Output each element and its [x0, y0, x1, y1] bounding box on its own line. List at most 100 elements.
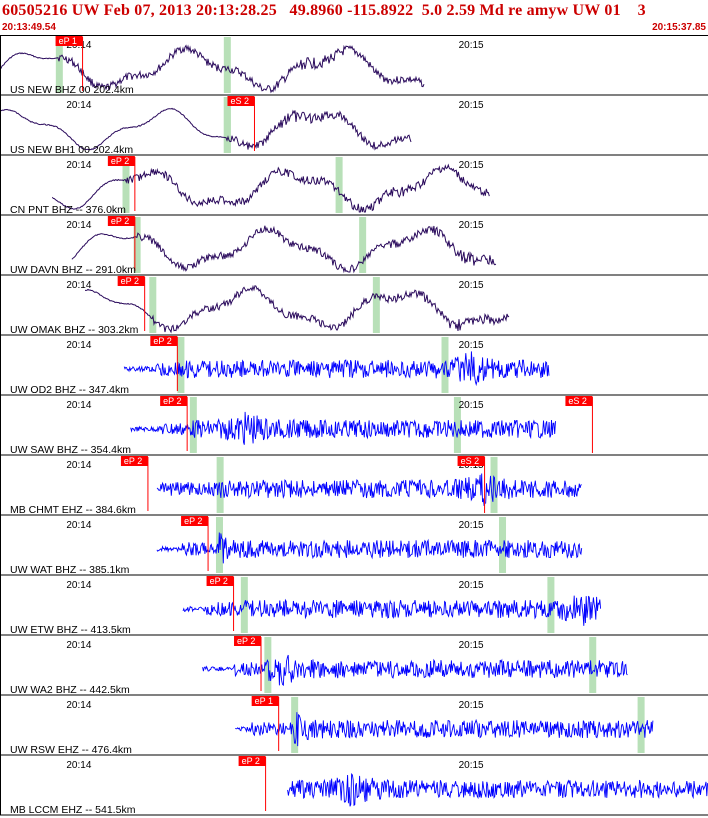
pick-label: eP 2 [124, 456, 142, 466]
pick-label: eP 1 [255, 696, 273, 706]
pick-flag [227, 96, 255, 106]
station-label: UW OMAK BHZ -- 303.2km [10, 324, 139, 336]
pick-label: eP 2 [242, 756, 260, 766]
time-tick-label: 20:14 [66, 580, 91, 591]
time-tick-label: 20:14 [66, 160, 91, 171]
pick-label: eP 2 [111, 216, 129, 226]
station-label: US NEW BH1 00 202.4km [10, 144, 133, 156]
pick-label: eP 1 [59, 36, 77, 46]
waveform-line [71, 225, 497, 274]
pick-flag [107, 156, 135, 166]
time-window [223, 37, 231, 93]
time-tick-label: 20:15 [459, 640, 484, 651]
waveform-line [85, 284, 510, 334]
pick-label: eP 2 [184, 516, 202, 526]
pick-flag [238, 756, 266, 766]
pick-flag [107, 216, 135, 226]
pick-label: eP 2 [153, 336, 171, 346]
pick-label: eP 2 [111, 156, 129, 166]
time-tick-label: 20:14 [66, 760, 91, 771]
waveform-line [130, 411, 556, 445]
pick-flag [206, 576, 234, 586]
waveform-line [0, 44, 425, 94]
event-header: 60505216 UW Feb 07, 2013 20:13:28.25 49.… [0, 0, 708, 35]
time-window [499, 517, 507, 573]
waveform-line [287, 772, 708, 807]
time-tick-label: 20:15 [459, 400, 484, 411]
time-tick-label: 20:15 [459, 160, 484, 171]
waveform-line [202, 654, 628, 686]
pick-label: eS 2 [568, 396, 587, 406]
time-window [223, 97, 231, 153]
station-label: MB LCCM EHZ -- 541.5km [10, 804, 136, 816]
time-window [490, 457, 498, 513]
time-window [133, 217, 141, 273]
time-tick-label: 20:15 [459, 280, 484, 291]
pick-flag [55, 36, 83, 46]
station-label: UW SAW BHZ -- 354.4km [10, 444, 131, 456]
waveform-line [51, 163, 490, 213]
pick-flag [150, 336, 178, 346]
time-window [216, 457, 224, 513]
trace-panel: 20:14 20:15 eP 2 UW OD2 BHZ -- 347.4km [0, 335, 708, 396]
station-label: CN PNT BHZ -- 376.0km [10, 204, 126, 216]
time-window [359, 217, 367, 273]
station-label: UW OD2 BHZ -- 347.4km [10, 384, 129, 396]
time-window [335, 157, 343, 213]
pick-flag [565, 396, 593, 406]
time-tick-label: 20:14 [66, 400, 91, 411]
trace-panel: 20:14 20:15 eP 2 UW OMAK BHZ -- 303.2km [0, 275, 708, 336]
time-tick-label: 20:14 [66, 640, 91, 651]
pick-label: eP 2 [163, 396, 181, 406]
station-label: UW WAT BHZ -- 385.1km [10, 564, 130, 576]
trace-panel: 20:14 20:15 eP 2 UW WAT BHZ -- 385.1km [0, 515, 708, 576]
window-end-time: 20:15:37.85 [652, 22, 706, 33]
trace-panel: 20:14 20:15 eP 2 MB LCCM EHZ -- 541.5km [0, 755, 708, 816]
time-tick-label: 20:14 [66, 520, 91, 531]
station-label: UW WA2 BHZ -- 442.5km [10, 684, 130, 696]
trace-panel: 20:14 20:15 eP 1 UW RSW EHZ -- 476.4km [0, 695, 708, 756]
time-window [291, 697, 299, 753]
time-tick-label: 20:14 [66, 220, 91, 231]
trace-panel: 20:14 20:15 eP 2 CN PNT BHZ -- 376.0km [0, 155, 708, 216]
time-tick-label: 20:14 [66, 340, 91, 351]
station-label: UW RSW EHZ -- 476.4km [10, 744, 132, 756]
time-window [637, 697, 645, 753]
time-tick-label: 20:14 [66, 460, 91, 471]
time-tick-label: 20:14 [66, 280, 91, 291]
time-tick-label: 20:15 [459, 700, 484, 711]
event-title: 60505216 UW Feb 07, 2013 20:13:28.25 49.… [2, 2, 646, 19]
pick-flag [457, 456, 485, 466]
waveform-line [235, 712, 654, 747]
time-tick-label: 20:15 [459, 100, 484, 111]
time-window [149, 277, 157, 333]
time-window [177, 337, 185, 393]
window-start-time: 20:13:49.54 [2, 22, 56, 33]
waveform-line [123, 351, 550, 387]
time-tick-label: 20:15 [459, 760, 484, 771]
trace-panel: 20:14 20:15 eP 2 eS 2 UW SAW BHZ -- 354.4km [0, 395, 708, 456]
pick-flag [251, 696, 279, 706]
pick-flag [234, 636, 262, 646]
station-label: US NEW BHZ 00 202.4km [10, 84, 134, 96]
time-window [55, 37, 63, 93]
time-tick-label: 20:14 [66, 700, 91, 711]
time-window [453, 397, 461, 453]
waveform-line [0, 107, 412, 151]
time-window [589, 637, 597, 693]
seismogram-plot[interactable]: 20:14 20:15 eP 1 US NEW BHZ 00 202.4km 20:14… [0, 35, 708, 818]
pick-label: eP 2 [121, 276, 139, 286]
trace-panel: 20:14 20:15 eP 2 UW WA2 BHZ -- 442.5km [0, 635, 708, 696]
pick-label: eS 2 [230, 96, 249, 106]
waveform-line [156, 532, 583, 564]
time-tick-label: 20:15 [459, 520, 484, 531]
trace-panel: 20:14 20:15 eS 2 US NEW BH1 00 202.4km [0, 95, 708, 156]
station-label: UW ETW BHZ -- 413.5km [10, 624, 131, 636]
waveform-line [182, 595, 602, 626]
station-label: MB CHMT EHZ -- 384.6km [10, 504, 136, 516]
time-tick-label: 20:15 [459, 580, 484, 591]
time-window [264, 637, 272, 693]
pick-flag [117, 276, 145, 286]
